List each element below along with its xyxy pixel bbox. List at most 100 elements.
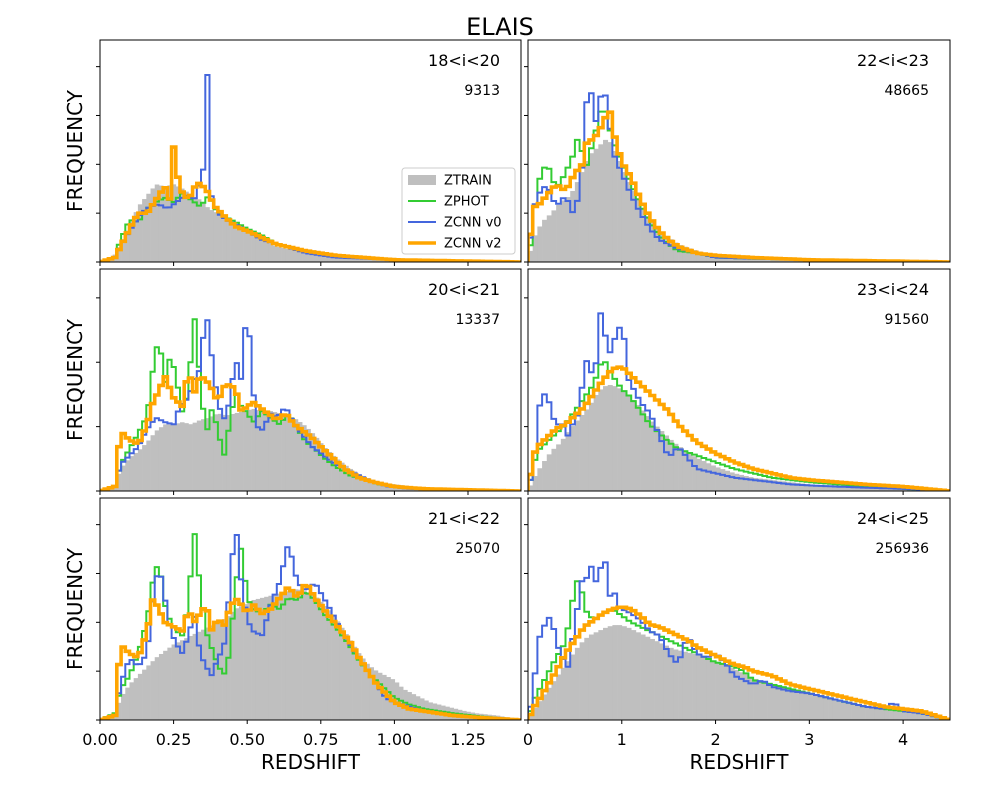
ztrain-bar: [285, 592, 290, 720]
x-axis-label: REDSHIFT: [261, 750, 361, 774]
ztrain-bar: [551, 210, 556, 262]
ztrain-bar: [311, 595, 316, 720]
ztrain-bar: [692, 654, 697, 720]
ztrain-bar: [294, 589, 299, 720]
ztrain-bar: [645, 637, 650, 720]
ztrain-bar: [795, 689, 800, 720]
ztrain-bar: [636, 405, 641, 491]
ztrain-bar: [222, 217, 227, 262]
ztrain-bar: [589, 403, 594, 491]
ztrain-bar: [163, 651, 168, 720]
ztrain-bar: [159, 654, 164, 720]
ztrain-bar: [861, 706, 866, 720]
ztrain-bar: [142, 445, 147, 491]
ztrain-bar: [655, 641, 660, 720]
panel-20-21-mag-label: 20<i<21: [428, 280, 500, 299]
ztrain-bar: [608, 142, 613, 262]
ztrain-bar: [556, 444, 561, 491]
y-axis-label: FREQUENCY: [63, 547, 87, 670]
ztrain-bar: [214, 212, 219, 262]
ztrain-bar: [608, 626, 613, 720]
ztrain-bar: [537, 468, 542, 491]
ztrain-bar: [547, 454, 552, 491]
ztrain-bar: [833, 699, 838, 720]
ztrain-bar: [589, 153, 594, 262]
x-tick-label: 2: [710, 730, 720, 749]
ztrain-bar: [256, 237, 261, 262]
ztrain-bar: [247, 232, 252, 262]
ztrain-bar: [129, 456, 134, 491]
ztrain-bar: [205, 207, 210, 262]
x-tick-label: 0.00: [82, 730, 118, 749]
ztrain-bar: [172, 644, 177, 720]
ztrain-bar: [125, 460, 130, 491]
ztrain-bar: [617, 625, 622, 720]
x-tick-label: 1.25: [450, 730, 486, 749]
ztrain-bar: [281, 593, 286, 720]
ztrain-bar: [264, 242, 269, 262]
ztrain-bar: [323, 606, 328, 720]
ztrain-bar: [584, 161, 589, 262]
ztrain-bar: [561, 439, 566, 491]
ztrain-bar: [319, 602, 324, 720]
ztrain-bar: [193, 423, 198, 491]
ztrain-bar: [580, 642, 585, 720]
legend-label: ZCNN v0: [444, 216, 502, 231]
ztrain-bar: [866, 707, 871, 720]
ztrain-bar: [561, 668, 566, 720]
panel-21-22-mag-label: 21<i<22: [428, 509, 500, 528]
ztrain-bar: [701, 657, 706, 720]
ztrain-bar: [603, 628, 608, 720]
ztrain-bar: [626, 396, 631, 491]
ztrain-bar: [197, 199, 202, 262]
ztrain-bar: [842, 702, 847, 720]
legend-label: ZTRAIN: [444, 174, 492, 189]
ztrain-bar: [260, 598, 265, 720]
ztrain-bar: [226, 220, 231, 262]
ztrain-bar: [566, 432, 571, 491]
ztrain-bar: [188, 424, 193, 491]
y-axis-label: FREQUENCY: [63, 89, 87, 212]
ztrain-bar: [273, 595, 278, 720]
ztrain-bar: [138, 449, 143, 491]
ztrain-bar: [155, 430, 160, 491]
ztrain-bar: [598, 144, 603, 262]
legend-swatch: [408, 175, 436, 185]
ztrain-bar: [622, 392, 627, 491]
x-tick-label: 4: [898, 730, 908, 749]
ztrain-bar: [551, 449, 556, 491]
ztrain-bar: [687, 653, 692, 720]
x-tick-label: 0.25: [156, 730, 192, 749]
ztrain-bar: [725, 471, 730, 491]
ztrain-bar: [268, 244, 273, 262]
ztrain-bar: [151, 661, 156, 720]
ztrain-bar: [155, 657, 160, 720]
ztrain-bar: [239, 227, 244, 262]
legend-label: ZPHOT: [444, 195, 489, 210]
panel-24-25-count-label: 256936: [876, 541, 930, 557]
ztrain-bar: [273, 246, 278, 262]
ztrain-bar: [823, 697, 828, 720]
ztrain-bar: [697, 459, 702, 491]
ztrain-bar: [281, 248, 286, 262]
ztrain-bar: [870, 708, 875, 720]
ztrain-bar: [828, 698, 833, 720]
ztrain-bar: [547, 215, 552, 262]
ztrain-bar: [800, 691, 805, 720]
ztrain-bar: [584, 638, 589, 720]
ztrain-bar: [294, 251, 299, 262]
ztrain-bar: [134, 453, 139, 491]
ztrain-bar: [598, 630, 603, 720]
panel-18-20-count-label: 9313: [464, 83, 500, 99]
ztrain-bar: [542, 461, 547, 491]
ztrain-bar: [884, 709, 889, 720]
ztrain-bar: [235, 413, 240, 491]
ztrain-bar: [589, 635, 594, 720]
ztrain-bar: [243, 411, 248, 491]
ztrain-bar: [201, 630, 206, 720]
ztrain-bar: [281, 414, 286, 491]
ztrain-bar: [617, 388, 622, 491]
ztrain-bar: [847, 703, 852, 720]
ztrain-bar: [243, 230, 248, 262]
ztrain-bar: [167, 648, 172, 720]
